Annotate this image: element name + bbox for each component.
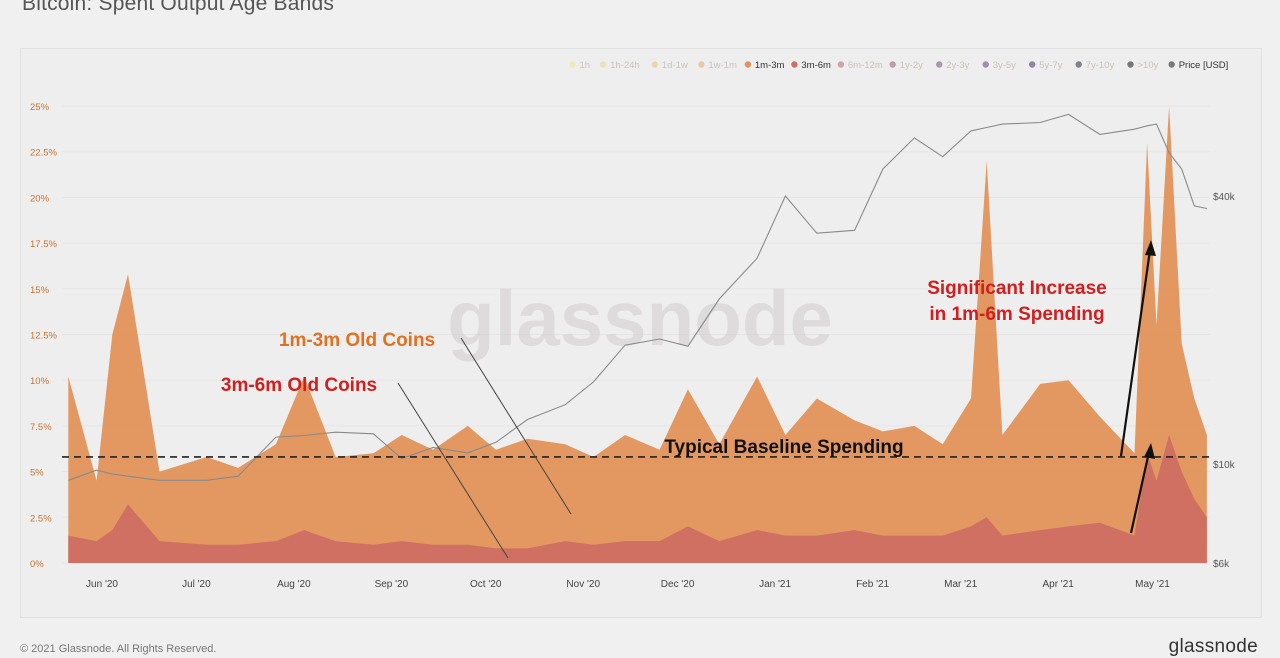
legend-label: 3m-6m bbox=[801, 60, 831, 71]
legend-swatch bbox=[569, 61, 576, 68]
price-series bbox=[68, 113, 1208, 481]
legend-swatch bbox=[651, 61, 659, 68]
y-tick-label: 25% bbox=[30, 102, 50, 113]
area-series bbox=[68, 106, 1207, 563]
x-tick-label: Mar '21 bbox=[944, 579, 977, 590]
y-right-tick-label: $40k bbox=[1213, 192, 1236, 203]
y-tick-label: 2.5% bbox=[30, 513, 52, 524]
x-tick-label: Aug '20 bbox=[277, 579, 311, 590]
label-typical-baseline: Typical Baseline Spending bbox=[664, 437, 903, 458]
label-3m-6m-old-coins: 3m-6m Old Coins bbox=[221, 375, 377, 396]
legend-label: 1m-3m bbox=[755, 60, 785, 71]
annotations: 1m-3m Old Coins 3m-6m Old Coins Typical … bbox=[221, 240, 1156, 559]
legend-swatch bbox=[1029, 61, 1036, 68]
legend-label: 1h-24h bbox=[610, 60, 640, 71]
y-tick-label: 20% bbox=[30, 193, 50, 204]
legend-label: Price [USD] bbox=[1179, 60, 1229, 71]
legend-swatch bbox=[1127, 61, 1134, 68]
legend-swatch bbox=[698, 61, 705, 68]
glassnode-brand: glassnode bbox=[1168, 636, 1258, 657]
x-tick-label: Feb '21 bbox=[856, 579, 889, 590]
legend-label: 1w-1m bbox=[708, 60, 737, 71]
legend-swatch bbox=[936, 61, 943, 68]
y-tick-label: 15% bbox=[30, 285, 50, 296]
legend-swatch bbox=[982, 61, 989, 68]
copyright-text: © 2021 Glassnode. All Rights Reserved. bbox=[20, 643, 217, 655]
legend-label: 3y-5y bbox=[993, 60, 1016, 71]
arrow-3m-6m-increase bbox=[1129, 451, 1151, 534]
legend-swatch bbox=[1075, 61, 1082, 68]
glassnode-watermark: glassnode bbox=[447, 274, 833, 362]
label-significant-increase: Significant Increase bbox=[927, 278, 1107, 299]
pointer-line-3m-6m bbox=[397, 382, 509, 559]
legend-swatch bbox=[791, 61, 798, 68]
y-tick-label: 22.5% bbox=[30, 148, 57, 159]
y-tick-label: 0% bbox=[30, 559, 44, 570]
y-right-tick-label: $6k bbox=[1213, 559, 1230, 570]
legend-label: >10y bbox=[1138, 60, 1159, 71]
area-1m-3m bbox=[68, 106, 1207, 563]
x-tick-label: Apr '21 bbox=[1042, 579, 1074, 590]
x-axis-ticks: Jun '20 Jul '20 Aug '20 Sep '20 Oct '20 Nov '… bbox=[86, 579, 1170, 590]
arrow-head-1m-3m bbox=[1145, 240, 1156, 256]
y-axis-right-ticks: $6k $10k $40k bbox=[1213, 192, 1236, 570]
legend-swatch bbox=[744, 61, 752, 68]
arrow-1m-3m-increase bbox=[1119, 249, 1152, 457]
x-tick-label: Jul '20 bbox=[182, 579, 211, 590]
legend: Price [USD] >10y 7y-10y 5y-7y 3y-5y 2y-3y 1y-2… bbox=[569, 60, 1228, 71]
legend-swatch bbox=[889, 61, 896, 68]
y-tick-label: 10% bbox=[30, 376, 50, 387]
legend-label: 1h bbox=[580, 60, 591, 71]
y-tick-label: 12.5% bbox=[30, 331, 57, 342]
x-tick-label: Jun '20 bbox=[86, 579, 118, 590]
x-tick-label: May '21 bbox=[1135, 579, 1170, 590]
y-axis-left-ticks: 0% 2.5% 5% 7.5% 10% 12.5% 15% 17.5% 20% 22.5% 25% bbox=[30, 102, 57, 570]
legend-label: 7y-10y bbox=[1086, 60, 1115, 71]
legend-swatch bbox=[1168, 61, 1175, 68]
chart-title: Bitcoin: Spent Output Age Bands bbox=[22, 0, 335, 15]
legend-label: 1y-2y bbox=[900, 60, 923, 71]
price-line bbox=[68, 113, 1208, 481]
x-tick-label: Sep '20 bbox=[375, 579, 409, 590]
area-3m-6m bbox=[68, 435, 1207, 563]
legend-label: 5y-7y bbox=[1039, 60, 1062, 71]
arrow-head-3m-6m bbox=[1144, 443, 1155, 459]
legend-label: 6m-12m bbox=[848, 60, 883, 71]
pointer-line-1m-3m bbox=[460, 337, 572, 515]
x-tick-label: Jan '21 bbox=[759, 579, 791, 590]
legend-swatch bbox=[837, 61, 845, 68]
y-tick-label: 7.5% bbox=[30, 422, 52, 433]
legend-label: 2y-3y bbox=[946, 60, 969, 71]
label-1m-3m-old-coins: 1m-3m Old Coins bbox=[279, 330, 435, 351]
label-1m-6m-spending: in 1m-6m Spending bbox=[929, 304, 1104, 325]
y-right-tick-label: $10k bbox=[1213, 460, 1236, 471]
x-tick-label: Nov '20 bbox=[566, 579, 600, 590]
x-tick-label: Dec '20 bbox=[661, 579, 695, 590]
x-tick-label: Oct '20 bbox=[470, 579, 502, 590]
y-tick-label: 17.5% bbox=[30, 239, 57, 250]
y-tick-label: 5% bbox=[30, 468, 44, 479]
legend-label: 1d-1w bbox=[662, 60, 688, 71]
legend-swatch bbox=[599, 61, 607, 68]
